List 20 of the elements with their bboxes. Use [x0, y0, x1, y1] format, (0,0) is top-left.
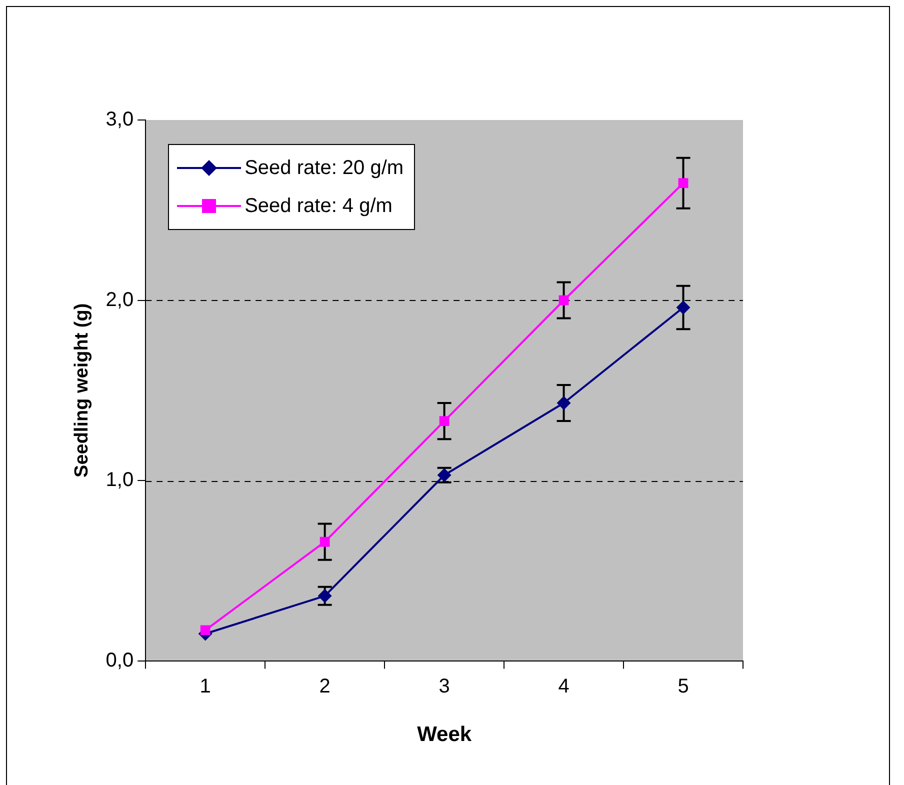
y-tick-label: 2,0 [106, 288, 134, 311]
legend-label: Seed rate: 4 g/m [244, 194, 392, 218]
y-axis-title: Seedling weight (g) [72, 303, 93, 478]
point [320, 536, 330, 547]
y-tick-label: 3,0 [106, 108, 134, 131]
point [439, 416, 450, 426]
y-tick-label: 1,0 [106, 469, 134, 492]
x-tick-label: 1 [200, 675, 211, 698]
point [678, 178, 688, 188]
point [200, 625, 210, 636]
x-tick-label: 3 [438, 675, 450, 698]
point [556, 396, 571, 410]
point [558, 295, 569, 306]
point [676, 300, 690, 314]
legend-label: Seed rate: 20 g/m [244, 156, 404, 180]
x-tick-label: 2 [319, 675, 330, 698]
x-axis-title: Week [417, 723, 472, 746]
x-tick-label: 4 [558, 675, 570, 698]
x-tick-label: 5 [678, 675, 689, 698]
y-tick-label: 0,0 [106, 649, 134, 672]
